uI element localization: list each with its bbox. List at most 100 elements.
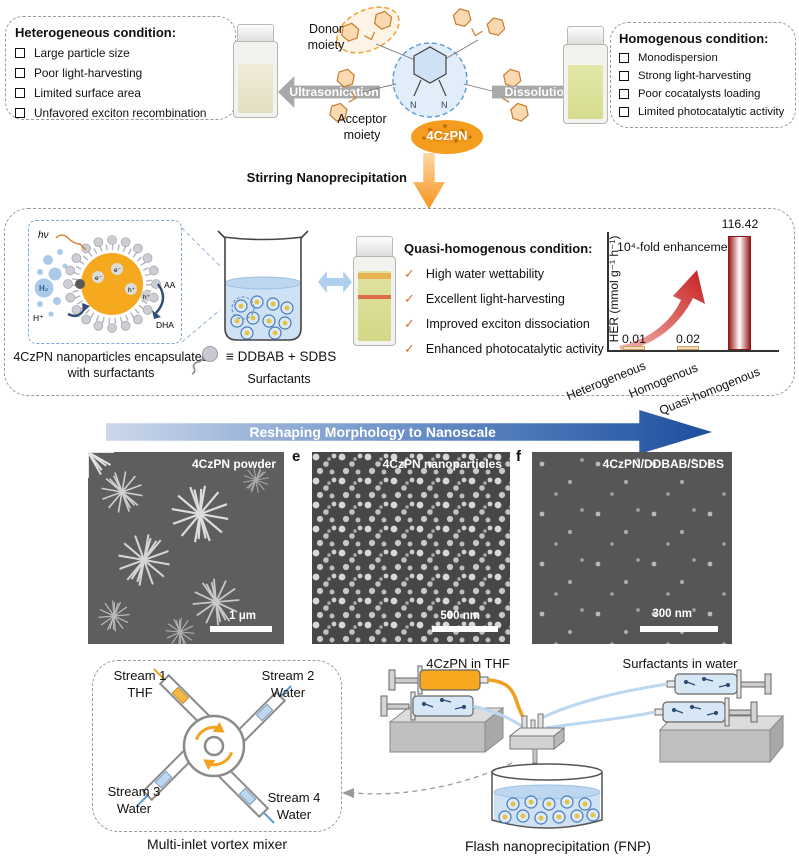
dashed-connector-arrow <box>342 762 513 798</box>
checkbox-icon <box>619 53 629 63</box>
hole-label: h⁺ <box>143 294 150 301</box>
mixing-chamber-block <box>508 713 566 764</box>
list-item: Monodispersion <box>619 52 787 64</box>
surfactant-syringe <box>380 691 474 721</box>
homogeneous-vial <box>563 26 608 124</box>
scale-text: 500 nm <box>440 610 480 622</box>
carbazole-groups <box>329 8 529 122</box>
bar-value: 116.42 <box>721 217 759 231</box>
surfactant-icon <box>191 346 218 375</box>
x-axis <box>607 350 779 352</box>
nanoparticle-schematic: e⁻ e⁻ h⁺ h⁺ hν H₂ H⁺ AA DHA <box>33 230 176 333</box>
list-item-label: Limited surface area <box>34 86 141 100</box>
mixer-caption: Multi-inlet vortex mixer <box>146 836 288 852</box>
hole-label: h⁺ <box>128 287 135 294</box>
chart-annotation: 10⁴-fold enhancement <box>617 240 738 254</box>
list-item-label: Large particle size <box>34 46 130 60</box>
hplus-label: H⁺ <box>33 313 44 323</box>
hole-site <box>140 290 152 302</box>
bar-heterogeneous <box>623 346 645 350</box>
list-item-label: Excellent light-harvesting <box>425 292 565 306</box>
right-water-tube <box>541 682 668 720</box>
checkbox-icon <box>619 89 629 99</box>
right-syringes-label: Surfactants in water <box>622 656 738 671</box>
list-item: Unfavored exciton recombination <box>15 106 226 120</box>
magnification-lines <box>181 227 221 343</box>
vial-body <box>233 40 278 118</box>
right-syringe-pump <box>658 714 785 764</box>
fnp-caption: Flash nanoprecipitation (FNP) <box>465 838 651 854</box>
vial-body <box>353 255 396 346</box>
quasi-homogenous-vial <box>353 236 396 346</box>
electron-site <box>92 271 104 283</box>
light-squiggle-arrow <box>55 234 87 251</box>
check-icon: ✓ <box>404 266 415 281</box>
scale-bar <box>640 626 718 632</box>
light-label: hν <box>38 230 49 241</box>
vortex-mixer-diagram <box>136 668 292 824</box>
benzene-core <box>413 46 447 84</box>
checkbox-icon <box>15 68 25 78</box>
sem-label: 4CzPN powder <box>191 457 276 471</box>
list-item: ✓ Excellent light-harvesting <box>404 291 654 307</box>
enhancement-arrow <box>619 270 705 350</box>
vortex-swirl-arrows <box>194 721 234 771</box>
banner-arrow: Reshaping Morphology to Nanoscale <box>106 410 712 454</box>
stream-fluid: Water <box>270 684 306 700</box>
check-icon: ✓ <box>404 316 415 331</box>
bar-homogenous <box>677 346 699 350</box>
nitrile-n-label: N <box>441 100 448 110</box>
y-axis <box>607 232 609 351</box>
beaker <box>217 230 309 341</box>
scale-bar <box>432 626 498 632</box>
list-item-label: High water wettability <box>425 267 545 281</box>
sem-texture-stars <box>88 452 284 644</box>
list-item: Limited photocatalytic activity <box>619 106 787 118</box>
ultrasonication-label: Ultrasonication <box>289 85 379 99</box>
list-item-label: Enhanced photocatalytic activity <box>425 342 604 356</box>
surfactants-label: Surfactants <box>247 372 311 386</box>
particle-core <box>81 253 143 315</box>
surfactant-formula-row: ≡ DDBAB + SDBS <box>226 349 336 364</box>
check-icon: ✓ <box>404 291 415 306</box>
h2-bubbles <box>34 249 68 317</box>
checkbox-icon <box>15 108 25 118</box>
electron-label: e⁻ <box>95 275 102 282</box>
sem-label: 4CzPN/DDBAB/SDBS <box>602 457 724 471</box>
aa-oxidation-arrow <box>155 283 165 314</box>
electron-site <box>111 263 123 275</box>
aa-label: AA <box>164 280 176 290</box>
fnp-apparatus <box>380 665 785 829</box>
list-item: Poor light-harvesting <box>15 66 226 80</box>
dissolution-label: Dissolution <box>504 85 572 99</box>
4czpn-molecule-diagram: N N <box>329 6 529 154</box>
checkbox-icon <box>15 48 25 58</box>
down-arrow <box>413 153 445 209</box>
donor-moiety-label: Donor moiety <box>307 22 345 52</box>
quasi-title: Quasi-homogenous condition: <box>404 241 593 256</box>
checkbox-icon <box>15 88 25 98</box>
stream4-label: Stream 4 Water <box>258 790 330 824</box>
hole-site <box>125 283 137 295</box>
thf-tube <box>487 678 527 722</box>
water-syringe <box>654 697 758 727</box>
stream-name: Stream 1 <box>113 668 167 683</box>
checkbox-icon <box>619 71 629 81</box>
right-water-tube <box>544 710 656 730</box>
list-item-label: Monodispersion <box>638 52 718 64</box>
scale-bar <box>210 626 272 632</box>
check-icon: ✓ <box>404 341 415 356</box>
stream2-label: Stream 2 Water <box>252 668 324 702</box>
stream-name: Stream 2 <box>261 668 315 683</box>
list-item: ✓ Enhanced photocatalytic activity <box>404 341 654 357</box>
list-item: Poor cocatalysts loading <box>619 88 787 100</box>
panel-letter-f: f <box>516 448 521 465</box>
stream-fluid: Water <box>276 806 312 822</box>
sem-texture-dense-dots <box>312 452 510 644</box>
nanoparticle-zoom-box <box>28 220 182 344</box>
h2-label: H₂ <box>39 284 49 293</box>
heterogeneous-title: Heterogeneous condition: <box>15 25 177 40</box>
stream-name: Stream 3 <box>107 784 161 799</box>
acceptor-moiety-label: Acceptor moiety <box>337 112 387 142</box>
list-item-label: Limited photocatalytic activity <box>638 106 785 118</box>
